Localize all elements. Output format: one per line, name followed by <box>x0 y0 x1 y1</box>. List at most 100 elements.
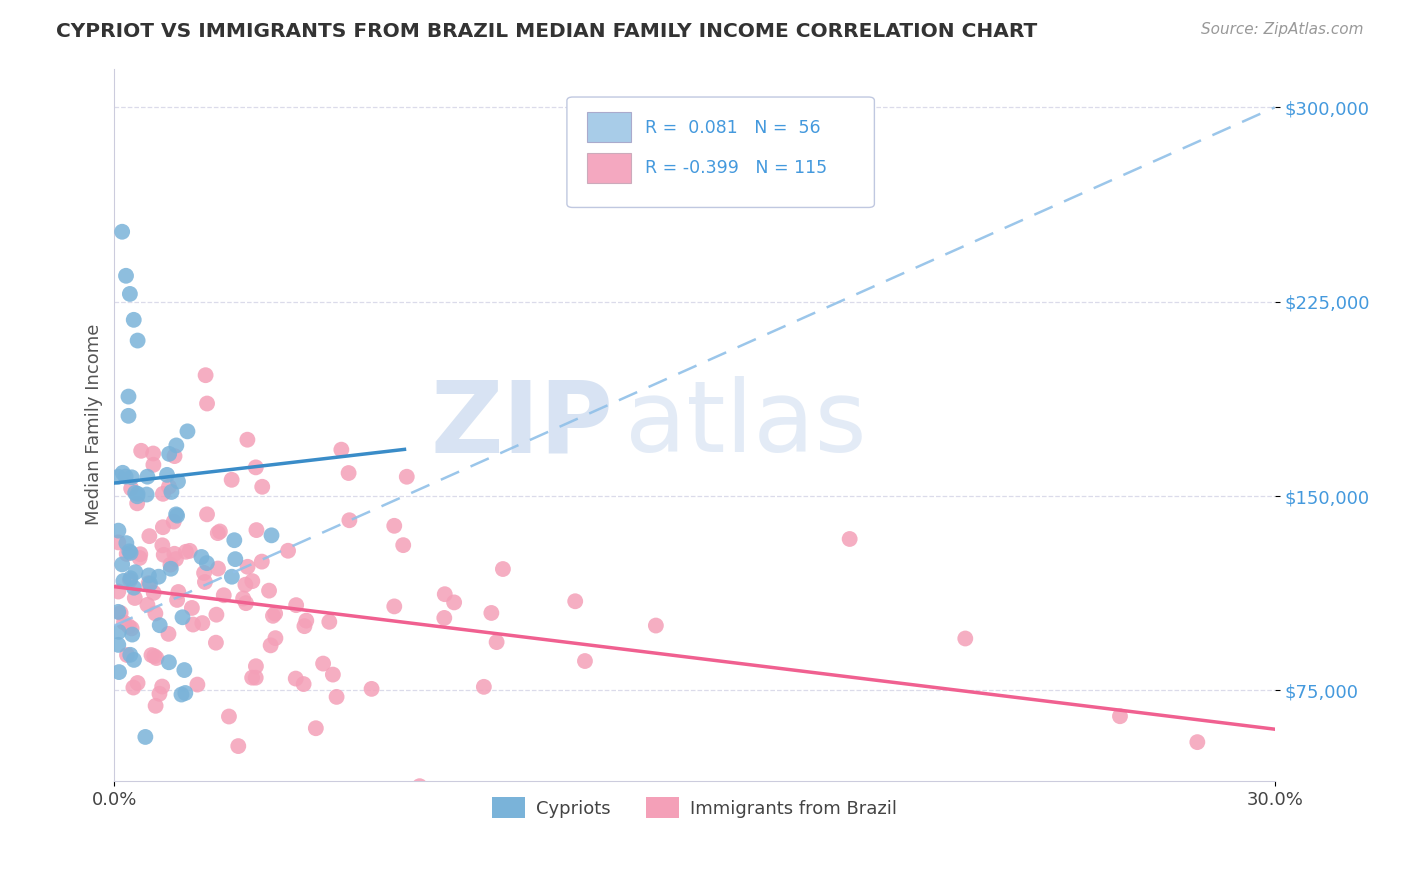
Point <box>330 442 353 457</box>
Point <box>574 654 596 668</box>
Point <box>163 515 186 529</box>
Point <box>218 709 240 723</box>
Point <box>156 467 179 482</box>
Point <box>195 396 218 410</box>
Point <box>176 425 198 439</box>
Point <box>221 570 243 584</box>
Point <box>284 672 307 686</box>
Point <box>479 606 502 620</box>
Point <box>127 496 149 510</box>
Point <box>157 480 180 494</box>
Point <box>205 635 228 649</box>
Point <box>121 470 143 484</box>
Point <box>118 544 141 558</box>
Point <box>141 648 163 662</box>
Point <box>644 618 666 632</box>
Point <box>166 593 188 607</box>
Point <box>111 466 134 480</box>
Point <box>107 584 129 599</box>
Point <box>193 566 215 580</box>
Point <box>139 576 162 591</box>
Point <box>129 443 152 458</box>
Point <box>212 588 235 602</box>
Point <box>149 618 172 632</box>
Point <box>159 558 181 572</box>
Point <box>240 574 263 589</box>
Point <box>114 469 136 483</box>
Point <box>121 621 143 635</box>
Point <box>145 698 167 713</box>
Point <box>236 559 259 574</box>
Point <box>245 460 267 475</box>
Point <box>305 721 328 735</box>
Point <box>117 409 139 423</box>
Point <box>107 469 129 483</box>
Point <box>115 547 138 561</box>
Point <box>148 687 170 701</box>
Point <box>108 665 131 679</box>
Point <box>163 547 186 561</box>
Point <box>226 739 249 753</box>
Point <box>138 568 160 582</box>
Point <box>264 631 287 645</box>
Point <box>152 520 174 534</box>
Point <box>433 587 456 601</box>
Point <box>392 538 415 552</box>
Point <box>120 482 142 496</box>
Text: atlas: atlas <box>624 376 866 474</box>
Point <box>240 671 263 685</box>
Point <box>159 562 181 576</box>
Point <box>150 680 173 694</box>
Point <box>165 438 187 452</box>
Point <box>129 547 152 561</box>
Point <box>115 536 138 550</box>
Point <box>294 619 316 633</box>
Point <box>107 535 129 549</box>
Point <box>112 574 135 588</box>
Point <box>174 545 197 559</box>
Point <box>142 446 165 460</box>
Point <box>208 524 231 539</box>
Point <box>170 688 193 702</box>
Text: ZIP: ZIP <box>430 376 613 474</box>
Point <box>194 368 217 383</box>
Point <box>145 607 167 621</box>
Point <box>190 549 212 564</box>
Point <box>122 581 145 595</box>
FancyBboxPatch shape <box>586 153 631 183</box>
Y-axis label: Median Family Income: Median Family Income <box>86 324 103 525</box>
Point <box>252 480 274 494</box>
Point <box>485 635 508 649</box>
Point <box>245 671 267 685</box>
Point <box>127 487 149 501</box>
Point <box>221 473 243 487</box>
Point <box>322 667 344 681</box>
Point <box>205 607 228 622</box>
Point <box>167 585 190 599</box>
Point <box>127 676 149 690</box>
Point <box>191 616 214 631</box>
Point <box>318 615 340 629</box>
Point <box>195 508 218 522</box>
Point <box>122 313 145 327</box>
Point <box>121 627 143 641</box>
Point <box>224 533 246 548</box>
Text: R = -0.399   N = 115: R = -0.399 N = 115 <box>645 160 827 178</box>
Point <box>472 680 495 694</box>
FancyBboxPatch shape <box>586 112 631 142</box>
Point <box>160 485 183 500</box>
Point <box>236 433 259 447</box>
Point <box>136 598 159 612</box>
Point <box>180 601 202 615</box>
Point <box>433 611 456 625</box>
Point <box>135 487 157 501</box>
Point <box>120 571 142 585</box>
Point <box>382 599 405 614</box>
Point <box>107 605 129 619</box>
Point <box>152 487 174 501</box>
Point <box>163 449 186 463</box>
Point <box>325 690 347 704</box>
Point <box>382 518 405 533</box>
Point <box>262 608 284 623</box>
Point <box>143 649 166 664</box>
